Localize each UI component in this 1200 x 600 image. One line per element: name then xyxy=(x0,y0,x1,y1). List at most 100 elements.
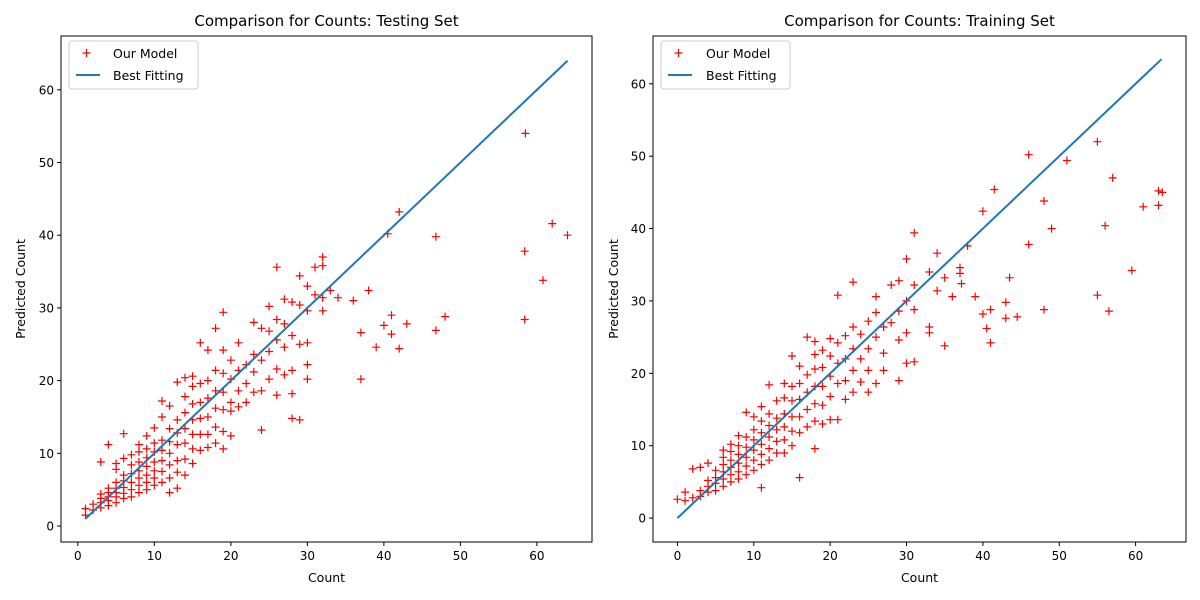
data-point xyxy=(272,365,281,373)
data-point xyxy=(856,378,865,386)
data-point xyxy=(196,446,205,455)
data-point xyxy=(688,464,697,473)
data-point xyxy=(211,423,220,432)
data-point xyxy=(431,232,440,241)
data-point xyxy=(548,219,557,228)
data-point xyxy=(719,446,728,455)
data-point xyxy=(242,398,251,407)
data-point xyxy=(673,495,682,504)
data-point xyxy=(127,485,136,494)
x-tick-label: 30 xyxy=(300,549,315,563)
data-point xyxy=(765,421,774,430)
data-point xyxy=(818,346,827,355)
data-point xyxy=(696,463,705,472)
data-point xyxy=(864,317,873,326)
data-point xyxy=(749,412,758,421)
data-point xyxy=(757,460,766,469)
data-point xyxy=(1154,186,1163,195)
data-point xyxy=(272,263,281,272)
data-point xyxy=(780,393,789,402)
data-point xyxy=(696,486,705,495)
y-tick-label: 30 xyxy=(631,294,646,308)
data-point xyxy=(765,444,774,453)
legend-label-best-fitting: Best Fitting xyxy=(113,68,184,83)
y-tick-label: 20 xyxy=(631,367,646,381)
data-point xyxy=(1127,266,1136,275)
data-point xyxy=(188,399,197,408)
data-point xyxy=(150,423,159,432)
y-tick-label: 60 xyxy=(631,77,646,91)
data-point xyxy=(1024,240,1033,249)
data-point xyxy=(127,450,136,459)
data-point xyxy=(719,460,728,469)
data-point xyxy=(280,343,289,352)
data-point xyxy=(219,308,228,317)
y-axis-ticks: 0 10 20 30 40 50 60 xyxy=(39,83,61,534)
data-point xyxy=(879,323,888,331)
y-tick-label: 50 xyxy=(39,156,54,170)
data-point xyxy=(158,446,166,455)
data-point xyxy=(295,271,304,280)
data-point xyxy=(272,391,281,400)
y-tick-label: 30 xyxy=(39,301,54,315)
chart-marks xyxy=(673,58,1167,519)
data-point xyxy=(711,466,720,475)
data-point xyxy=(948,292,957,301)
data-point xyxy=(872,333,880,342)
data-point xyxy=(749,425,758,434)
data-point xyxy=(742,462,751,470)
data-point xyxy=(1024,150,1033,159)
data-point xyxy=(818,363,827,372)
data-point xyxy=(119,429,128,438)
data-point xyxy=(219,346,228,355)
data-point xyxy=(356,328,365,337)
data-point xyxy=(803,370,812,379)
data-point xyxy=(226,356,235,365)
data-point xyxy=(879,366,888,375)
data-point xyxy=(688,493,697,502)
data-point xyxy=(288,331,297,340)
data-point xyxy=(894,276,903,285)
data-point xyxy=(803,333,812,342)
data-point xyxy=(173,415,182,424)
data-point xyxy=(334,293,342,302)
data-point xyxy=(1154,201,1163,210)
data-point xyxy=(772,437,781,446)
data-point xyxy=(234,386,243,395)
data-point xyxy=(196,338,205,347)
data-point xyxy=(135,440,143,449)
testing-set-chart: Comparison for Counts: Testing Set 0 10 20… xyxy=(13,12,593,585)
data-point xyxy=(165,402,174,410)
data-point xyxy=(795,428,804,437)
data-point xyxy=(165,449,174,458)
data-point xyxy=(257,324,266,333)
data-point xyxy=(833,338,842,347)
data-point xyxy=(780,379,789,388)
data-point xyxy=(127,478,136,487)
data-point xyxy=(749,456,758,465)
chart-title: Comparison for Counts: Testing Set xyxy=(194,12,458,30)
data-point xyxy=(203,376,212,385)
data-point xyxy=(902,328,911,337)
data-point xyxy=(879,349,888,358)
data-point xyxy=(173,378,182,387)
data-point xyxy=(112,459,121,468)
data-point xyxy=(749,435,758,444)
data-point xyxy=(181,392,189,401)
data-point xyxy=(211,366,220,375)
data-point xyxy=(864,388,873,397)
y-tick-label: 0 xyxy=(46,520,54,534)
data-point xyxy=(379,321,388,330)
data-point xyxy=(826,392,835,401)
data-point xyxy=(280,370,289,379)
data-point xyxy=(757,483,766,492)
data-point xyxy=(872,292,880,301)
data-point xyxy=(158,478,166,487)
data-point xyxy=(203,394,212,403)
data-point xyxy=(765,456,774,465)
data-point xyxy=(902,359,911,368)
y-axis-label: Predicted Count xyxy=(606,239,621,339)
data-point xyxy=(395,207,404,216)
data-point xyxy=(726,440,735,449)
data-point xyxy=(521,129,530,138)
